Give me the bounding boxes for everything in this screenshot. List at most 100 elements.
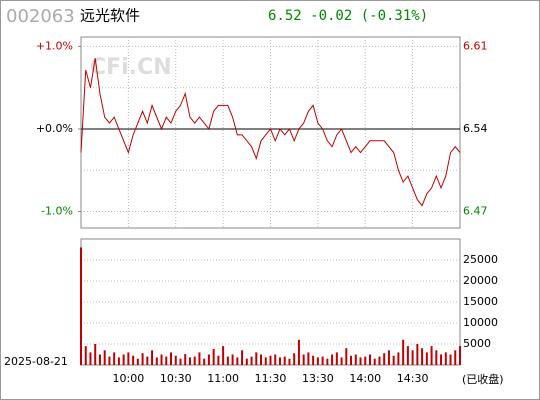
volume-bar — [368, 354, 371, 365]
x-tick-label: 13:30 — [302, 372, 334, 385]
y-tick-label: 10000 — [463, 316, 498, 329]
volume-bar — [335, 352, 338, 365]
x-tick-label: 10:00 — [113, 372, 145, 385]
volume-bar — [98, 354, 101, 365]
volume-bar — [264, 357, 267, 365]
stock-name: 远光软件 — [80, 7, 140, 25]
volume-bar — [146, 356, 149, 365]
volume-bar — [269, 355, 272, 365]
volume-bar — [250, 356, 253, 365]
volume-bar — [312, 355, 315, 365]
volume-bar — [459, 346, 461, 365]
volume-bar — [155, 357, 158, 365]
quote: 6.52 -0.02 (-0.31%) — [268, 8, 428, 24]
volume-bar — [411, 350, 414, 365]
x-tick-label: 14:00 — [349, 372, 381, 385]
volume-bar — [222, 346, 225, 365]
y-tick-label: 15000 — [463, 295, 498, 308]
volume-bar — [430, 346, 433, 365]
volume-bar — [331, 354, 334, 365]
volume-bar — [231, 354, 234, 365]
volume-bar — [425, 352, 428, 365]
volume-bar — [217, 355, 220, 365]
date: 2025-08-21 — [4, 355, 68, 368]
stock-code: 002063 — [6, 6, 75, 27]
y2-tick-label: +1.0% — [36, 39, 73, 52]
volume-bar — [350, 355, 353, 365]
volume-bar — [260, 354, 263, 365]
volume-bar — [383, 353, 386, 365]
volume-bar — [392, 355, 395, 365]
volume-bar — [402, 339, 405, 365]
volume-bar — [359, 357, 362, 365]
volume-bar — [340, 357, 343, 365]
volume-bar — [89, 352, 92, 365]
volume-bar — [321, 356, 324, 365]
volume-bar — [151, 350, 154, 365]
volume-bar — [212, 349, 215, 365]
volume-bar — [397, 352, 400, 365]
volume-bar — [127, 352, 130, 365]
volume-bar — [207, 354, 210, 365]
volume-bar — [198, 352, 201, 365]
volume-bar — [435, 350, 438, 365]
volume-bar — [283, 356, 286, 365]
volume-bar — [421, 348, 424, 365]
volume-bar — [170, 352, 173, 365]
volume-bar — [440, 354, 443, 365]
volume-bar — [165, 356, 168, 365]
status: (已收盘) — [462, 372, 504, 386]
y-tick-label: 6.61 — [463, 39, 488, 52]
price-line — [80, 58, 461, 207]
x-tick-label: 11:00 — [207, 372, 239, 385]
volume-bar — [141, 353, 144, 365]
watermark: CFi.CN — [90, 55, 172, 80]
volume-bar — [117, 357, 120, 365]
volume-bar — [226, 356, 229, 365]
y-tick-label: 6.54 — [463, 122, 488, 135]
volume-bar — [160, 354, 163, 365]
volume-bar — [454, 350, 457, 365]
volume-bar — [387, 350, 390, 365]
volume-bar — [241, 350, 244, 365]
x-tick-label: 10:30 — [160, 372, 192, 385]
volume-bar — [278, 357, 281, 365]
volume-bar — [184, 354, 187, 365]
volume-bar — [136, 358, 139, 365]
volume-bar — [236, 357, 239, 365]
y-tick-label: 5000 — [463, 337, 491, 350]
volume-bar — [203, 358, 206, 365]
volume-bar — [416, 344, 419, 365]
y-tick-label: 6.47 — [463, 204, 488, 217]
volume-bar — [188, 357, 191, 365]
volume-bar — [288, 358, 291, 365]
volume-bar — [122, 354, 125, 365]
volume-bar — [354, 354, 357, 365]
volume-bar — [255, 352, 258, 365]
volume-bar — [103, 350, 106, 365]
volume-bar — [297, 339, 300, 365]
volume-bar — [132, 355, 135, 365]
volume-bar — [293, 353, 296, 365]
volume-bar — [80, 247, 82, 365]
volume-bar — [193, 356, 196, 365]
volume-bar — [326, 358, 329, 365]
volume-bar — [174, 355, 177, 365]
volume-bar — [449, 354, 452, 365]
y-tick-label: 25000 — [463, 253, 498, 266]
volume-bar — [113, 352, 116, 365]
volume-bar — [307, 352, 310, 365]
x-tick-label: 14:30 — [397, 372, 429, 385]
y2-tick-label: +0.0% — [36, 122, 73, 135]
volume-bar — [108, 356, 111, 365]
volume-bar — [94, 344, 97, 365]
y-tick-label: 20000 — [463, 274, 498, 287]
volume-bar — [245, 358, 248, 365]
y2-tick-label: -1.0% — [41, 204, 73, 217]
volume-bar — [364, 356, 367, 365]
volume-bar — [316, 357, 319, 365]
volume-bar — [373, 358, 376, 365]
volume-bar — [84, 346, 87, 365]
volume-bar — [444, 352, 447, 365]
